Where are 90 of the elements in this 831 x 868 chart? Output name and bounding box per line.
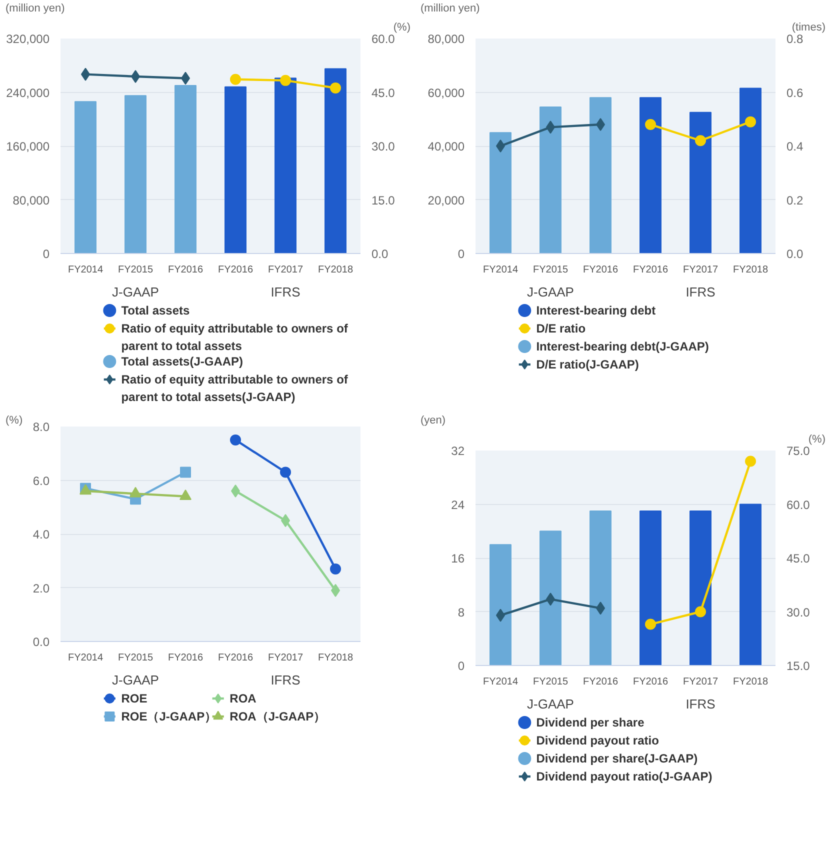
text: IFRS <box>686 696 716 712</box>
y-tick-label: 160,000 <box>6 140 50 154</box>
x-tick-label: FY2014 <box>482 264 518 276</box>
y2-tick-label: 60.0 <box>786 498 810 512</box>
legend-label: Interest-bearing debt <box>536 304 656 318</box>
x-tick-label: FY2016 <box>218 652 254 664</box>
legend-label: D/E ratio <box>536 322 586 336</box>
y-tick-label: 16 <box>451 552 465 566</box>
x-tick-label: FY2016 <box>582 676 618 688</box>
y-tick-label: 40,000 <box>428 140 465 154</box>
text: IFRS <box>270 284 301 300</box>
y2-axis-title: (%) <box>808 434 826 446</box>
y2-tick-label: 0.4 <box>786 140 804 154</box>
legend-label: Dividend per share <box>536 716 645 730</box>
y-tick-label: 0 <box>42 247 50 261</box>
text: J-GAAP <box>112 672 159 688</box>
y-axis-title: (million yen) <box>6 2 65 14</box>
x-tick-label: FY2018 <box>732 676 768 688</box>
text: J-GAAP <box>112 284 159 300</box>
y-tick-label: 240,000 <box>6 86 50 100</box>
legend-label: D/E ratio(J-GAAP) <box>536 358 639 372</box>
y2-tick-label: 45.0 <box>786 552 810 566</box>
y-axis-title: (million yen) <box>420 2 480 14</box>
y-tick-label: 0 <box>458 659 465 673</box>
y2-tick-label: 45.0 <box>372 86 396 100</box>
x-tick-label: FY2017 <box>682 676 718 688</box>
y2-tick-label: 60.0 <box>372 32 396 46</box>
y-tick-label: 8.0 <box>32 420 50 434</box>
x-tick-label: FY2016 <box>582 264 618 276</box>
y2-tick-label: 30.0 <box>786 605 810 620</box>
x-tick-label: FY2016 <box>168 264 204 276</box>
x-tick-label: FY2016 <box>632 264 668 276</box>
legend-label: Interest-bearing debt(J-GAAP) <box>536 340 709 354</box>
x-tick-label: FY2018 <box>318 264 354 276</box>
legend-label: ROA（J-GAAP） <box>230 710 326 724</box>
x-tick-label: FY2017 <box>268 264 304 276</box>
legend-label: Total assets(J-GAAP) <box>121 354 244 368</box>
y-tick-label: 8 <box>458 605 465 620</box>
y2-tick-label: 0.6 <box>786 86 804 100</box>
y2-tick-label: 0.0 <box>372 247 389 261</box>
y-tick-label: 32 <box>451 444 465 458</box>
legend-label: Ratio of equity attributable to owners of parent to total assets(J-GAAP) <box>121 372 349 404</box>
y-tick-label: 0.0 <box>32 635 50 649</box>
text: J-GAAP <box>527 696 574 712</box>
legend-label: Dividend per share(J-GAAP) <box>536 752 698 766</box>
legend-label: Total assets <box>121 304 190 318</box>
x-tick-label: FY2017 <box>268 652 304 664</box>
y-axis-title: (%) <box>6 414 23 426</box>
y2-tick-label: 0.2 <box>786 193 804 208</box>
y-tick-label: 6.0 <box>32 474 50 488</box>
legend-label: ROA <box>230 692 257 706</box>
text: IFRS <box>686 284 716 300</box>
y-tick-label: 0 <box>458 247 465 261</box>
y-tick-label: 20,000 <box>428 193 465 208</box>
y-tick-label: 24 <box>451 498 465 512</box>
x-tick-label: FY2015 <box>118 264 154 276</box>
x-tick-label: FY2014 <box>68 652 104 664</box>
x-tick-label: FY2017 <box>682 264 718 276</box>
y2-tick-label: 30.0 <box>372 140 396 154</box>
y2-axis-title: (%) <box>393 22 410 34</box>
y-tick-label: 320,000 <box>6 32 50 46</box>
legend-label: ROE（J-GAAP） <box>121 710 217 724</box>
y-axis-title: (yen) <box>420 414 446 426</box>
y2-tick-label: 0.0 <box>786 247 804 261</box>
y-tick-label: 2.0 <box>32 581 50 596</box>
x-tick-label: FY2015 <box>532 676 568 688</box>
x-tick-label: FY2014 <box>68 264 104 276</box>
legend-label: Dividend payout ratio(J-GAAP) <box>536 770 712 784</box>
legend-label: ROE <box>121 692 148 706</box>
x-tick-label: FY2016 <box>632 676 668 688</box>
y-tick-label: 80,000 <box>12 193 50 208</box>
x-tick-label: FY2016 <box>168 652 204 664</box>
x-tick-label: FY2014 <box>482 676 518 688</box>
y2-tick-label: 0.8 <box>786 32 804 46</box>
y-tick-label: 60,000 <box>428 86 465 100</box>
x-tick-label: FY2018 <box>732 264 768 276</box>
y2-tick-label: 15.0 <box>372 193 396 208</box>
y2-tick-label: 15.0 <box>786 659 810 673</box>
legend-label: Ratio of equity attributable to owners of parent to total assets <box>121 322 349 353</box>
legend-label: Dividend payout ratio <box>536 734 659 748</box>
x-tick-label: FY2015 <box>118 652 154 664</box>
y-tick-label: 4.0 <box>32 528 50 542</box>
x-tick-label: FY2015 <box>532 264 568 276</box>
y2-tick-label: 75.0 <box>786 444 810 458</box>
x-tick-label: FY2016 <box>218 264 254 276</box>
text: J-GAAP <box>527 284 574 300</box>
y-tick-label: 80,000 <box>428 32 465 46</box>
x-tick-label: FY2018 <box>318 652 354 664</box>
y2-axis-title: (times) <box>792 22 826 34</box>
text: IFRS <box>270 672 301 688</box>
